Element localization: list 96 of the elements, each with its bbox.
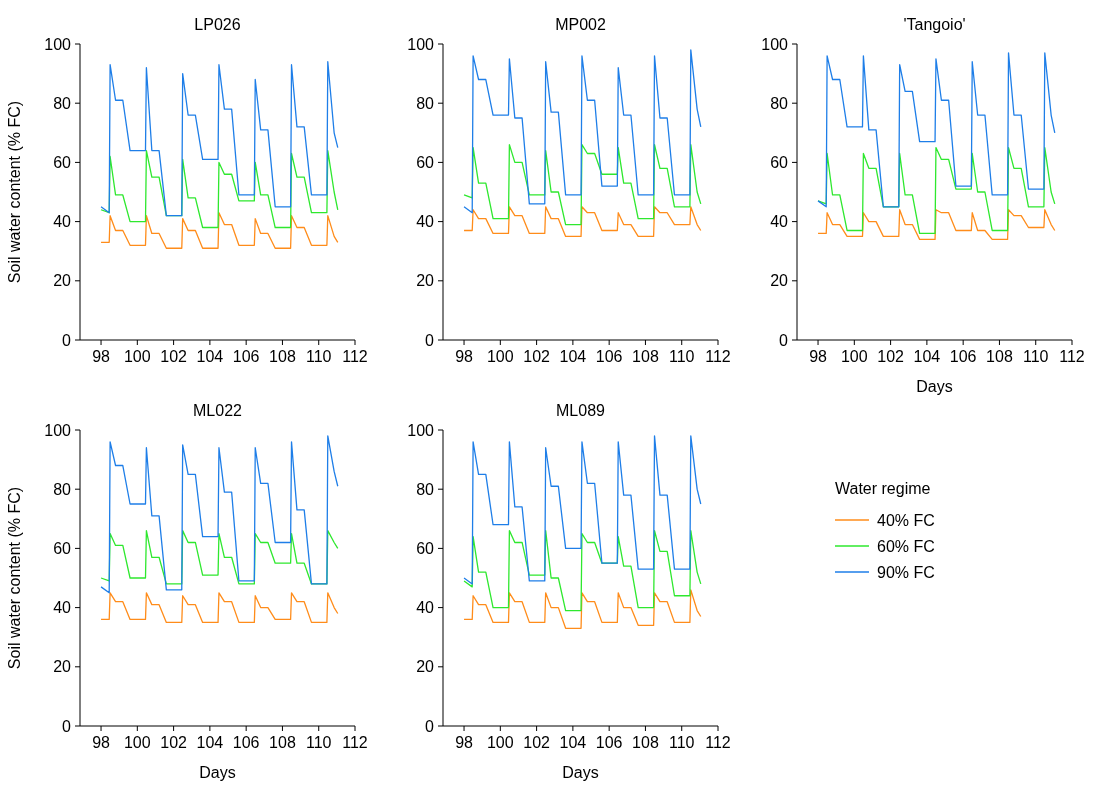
x-axis-title: Days (199, 764, 236, 781)
y-tick-label: 100 (407, 421, 435, 439)
chart-title: LP026 (194, 16, 241, 33)
x-tick-label: 106 (595, 348, 623, 365)
x-tick-label: 106 (232, 734, 260, 751)
line-series (817, 209, 1056, 241)
x-tick-label: 104 (196, 348, 224, 365)
y-tick-label: 60 (770, 154, 789, 171)
line-series (463, 49, 702, 214)
y-tick-label: 20 (770, 272, 789, 290)
chart-title: 'Tangoio' (903, 16, 966, 33)
y-tick-label: 0 (779, 331, 789, 349)
y-tick-label: 20 (416, 658, 435, 676)
y-tick-label: 40 (416, 599, 435, 617)
x-axis-title: Days (916, 378, 953, 395)
y-tick-label: 0 (62, 331, 72, 349)
y-tick-label: 40 (53, 599, 72, 617)
x-tick-label: 106 (595, 734, 623, 751)
x-tick-label: 102 (160, 734, 188, 751)
x-tick-label: 100 (840, 348, 868, 365)
y-tick-label: 20 (53, 658, 72, 676)
line-series (463, 529, 702, 612)
x-tick-label: 110 (668, 348, 695, 365)
legend-label: 40% FC (877, 511, 935, 529)
x-tick-label: 100 (486, 734, 514, 751)
y-tick-label: 80 (416, 94, 435, 112)
x-tick-label: 110 (305, 734, 332, 751)
x-tick-label: 98 (92, 734, 111, 751)
line-series (463, 206, 702, 238)
chart-title: ML022 (193, 402, 243, 419)
line-series (463, 435, 702, 585)
x-tick-label: 112 (1059, 348, 1085, 365)
y-tick-label: 0 (62, 717, 72, 735)
x-tick-label: 98 (809, 348, 828, 365)
x-tick-label: 112 (705, 348, 731, 365)
x-tick-label: 108 (986, 348, 1013, 365)
y-tick-label: 0 (425, 717, 435, 735)
x-tick-label: 108 (632, 734, 659, 751)
x-tick-label: 108 (632, 348, 659, 365)
y-tick-label: 60 (53, 540, 72, 557)
x-tick-label: 112 (342, 348, 368, 365)
y-tick-label: 20 (416, 272, 435, 290)
legend-title: Water regime (835, 480, 931, 497)
x-tick-label: 104 (196, 734, 224, 751)
x-tick-label: 104 (559, 348, 587, 365)
x-tick-label: 102 (877, 348, 905, 365)
line-series (100, 592, 339, 624)
y-tick-label: 40 (53, 213, 72, 231)
y-tick-label: 100 (44, 421, 72, 439)
x-tick-label: 98 (455, 734, 474, 751)
y-tick-label: 100 (407, 35, 435, 53)
x-tick-label: 110 (305, 348, 332, 365)
chart-title: ML089 (556, 402, 606, 419)
x-tick-label: 102 (523, 348, 551, 365)
x-tick-label: 104 (913, 348, 941, 365)
x-tick-label: 104 (559, 734, 587, 751)
line-series (100, 212, 339, 249)
legend-label: 60% FC (877, 537, 935, 555)
line-series (817, 146, 1056, 235)
y-tick-label: 80 (770, 94, 789, 112)
x-tick-label: 108 (269, 734, 296, 751)
x-axis-title: Days (562, 764, 599, 781)
x-tick-label: 110 (1022, 348, 1049, 365)
y-tick-label: 20 (53, 272, 72, 290)
x-tick-label: 100 (123, 348, 151, 365)
line-series (100, 61, 339, 217)
x-tick-label: 112 (705, 734, 731, 751)
y-tick-label: 80 (53, 94, 72, 112)
x-tick-label: 106 (949, 348, 977, 365)
chart-title: MP002 (555, 16, 606, 33)
x-tick-label: 102 (523, 734, 551, 751)
legend-label: 90% FC (877, 563, 935, 581)
y-tick-label: 60 (53, 154, 72, 171)
y-tick-label: 0 (425, 331, 435, 349)
y-axis-title: Soil water content (% FC) (6, 486, 23, 670)
y-tick-label: 40 (416, 213, 435, 231)
y-tick-label: 60 (416, 540, 435, 557)
line-series (100, 435, 339, 594)
x-tick-label: 98 (92, 348, 111, 365)
x-tick-label: 106 (232, 348, 260, 365)
y-tick-label: 40 (770, 213, 789, 231)
x-tick-label: 100 (123, 734, 151, 751)
y-tick-label: 100 (761, 35, 789, 53)
x-tick-label: 108 (269, 348, 296, 365)
x-tick-label: 100 (486, 348, 514, 365)
x-tick-label: 110 (668, 734, 695, 751)
x-tick-label: 102 (160, 348, 188, 365)
x-tick-label: 98 (455, 348, 474, 365)
y-tick-label: 100 (44, 35, 72, 53)
line-series (463, 589, 702, 629)
y-axis-title: Soil water content (% FC) (6, 100, 23, 284)
line-series (817, 52, 1056, 208)
y-tick-label: 60 (416, 154, 435, 171)
y-tick-label: 80 (53, 480, 72, 498)
x-tick-label: 112 (342, 734, 368, 751)
y-tick-label: 80 (416, 480, 435, 498)
